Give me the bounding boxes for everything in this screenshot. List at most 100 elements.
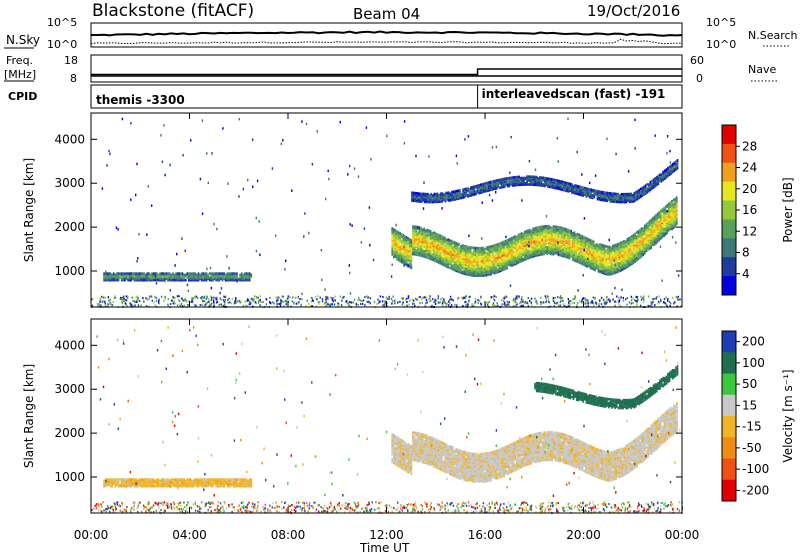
data-cell (119, 273, 121, 277)
data-cell (650, 237, 652, 240)
data-cell (229, 273, 232, 277)
data-cell (591, 239, 593, 243)
data-cell (151, 272, 153, 275)
nsky-tick-top: 10^5 (47, 16, 77, 29)
data-cell (578, 244, 580, 247)
data-cell (620, 262, 622, 266)
data-cell (412, 194, 415, 197)
data-cell (590, 191, 592, 194)
data-cell (457, 192, 460, 195)
data-cell (484, 184, 487, 188)
data-cell (477, 270, 480, 274)
data-cell (626, 260, 628, 263)
data-cell (671, 202, 673, 206)
data-cell (512, 243, 515, 247)
data-cell (242, 273, 245, 277)
data-cell (639, 228, 641, 232)
data-cell (654, 178, 656, 182)
data-cell (529, 175, 532, 178)
data-cell (556, 179, 559, 182)
data-cell (544, 226, 547, 229)
data-cell (458, 257, 461, 261)
data-cell (596, 247, 598, 250)
data-cell (473, 185, 476, 188)
data-cell (533, 243, 536, 246)
data-cell (192, 272, 195, 275)
data-cell (481, 184, 484, 187)
data-cell (610, 262, 612, 265)
data-cell (452, 245, 454, 249)
data-cell (506, 247, 508, 250)
data-cell (519, 243, 521, 246)
data-cell (607, 262, 609, 266)
data-cell (582, 191, 584, 195)
data-cell (212, 277, 214, 281)
data-cell (661, 233, 664, 236)
data-cell (435, 194, 437, 197)
data-cell (423, 250, 425, 253)
data-cell (644, 192, 647, 195)
data-cell (573, 231, 576, 234)
data-cell (457, 255, 459, 259)
data-cell (197, 277, 200, 281)
data-cell (632, 246, 635, 250)
data-cell (112, 272, 115, 275)
data-cell (157, 275, 160, 278)
data-cell (188, 277, 190, 281)
data-cell (586, 249, 588, 252)
data-cell (474, 254, 477, 258)
data-cell (109, 273, 112, 277)
data-cell (396, 234, 398, 237)
data-cell (621, 263, 624, 266)
data-cell (516, 235, 518, 239)
data-cell (645, 240, 648, 243)
data-cell (178, 272, 181, 275)
data-cell (449, 261, 451, 264)
data-cell (157, 273, 160, 277)
data-cell (431, 255, 433, 259)
data-cell (458, 252, 461, 255)
data-cell (631, 242, 633, 246)
data-cell (489, 180, 492, 184)
data-cell (415, 192, 418, 195)
data-cell (420, 235, 422, 239)
data-cell (218, 272, 221, 275)
data-cell (170, 275, 173, 278)
data-cell (625, 192, 628, 196)
data-cell (509, 262, 512, 266)
data-cell (480, 246, 483, 250)
data-cell (615, 271, 617, 274)
data-cell (111, 273, 113, 277)
data-cell (482, 246, 484, 250)
data-cell (194, 277, 197, 281)
data-cell (399, 236, 401, 239)
data-cell (106, 275, 109, 278)
data-cell (661, 210, 664, 214)
data-cell (664, 212, 667, 215)
data-cell (544, 250, 547, 253)
data-cell (503, 268, 505, 271)
data-cell (637, 245, 640, 249)
data-cell (642, 227, 644, 230)
data-cell (490, 245, 492, 248)
data-cell (585, 193, 588, 197)
data-cell (218, 276, 221, 279)
data-cell (428, 229, 430, 232)
data-cell (525, 248, 528, 252)
data-cell (247, 273, 249, 277)
data-cell (480, 261, 483, 264)
data-cell (471, 274, 473, 277)
data-cell (516, 177, 519, 180)
data-cell (484, 247, 486, 251)
data-cell (661, 226, 664, 230)
data-cell (659, 178, 661, 182)
data-cell (648, 239, 651, 243)
data-cell (548, 243, 550, 246)
data-cell (644, 250, 646, 254)
data-cell (228, 275, 230, 278)
data-cell (493, 266, 496, 270)
data-cell (226, 277, 229, 281)
data-cell (495, 247, 497, 251)
data-cell (148, 277, 150, 281)
data-cell (162, 272, 165, 275)
